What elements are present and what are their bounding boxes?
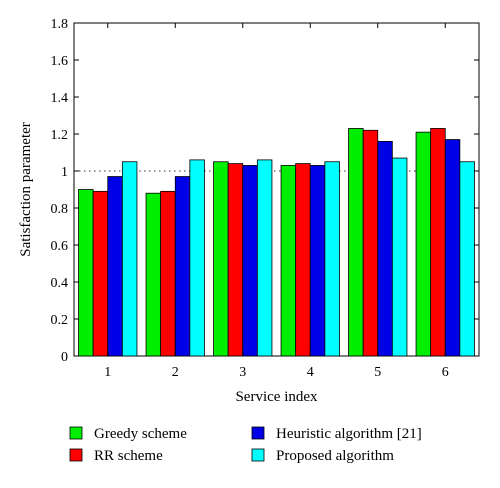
bar xyxy=(227,163,244,357)
x-tick-label: 2 xyxy=(172,365,179,380)
x-tick-label: 3 xyxy=(239,365,246,380)
bar xyxy=(92,190,109,357)
x-tick-label: 1 xyxy=(104,365,111,380)
y-tick-label: 0.8 xyxy=(51,202,69,217)
bar xyxy=(415,131,432,357)
y-axis-label: Satisfaction parameter xyxy=(18,122,34,257)
y-tick-label: 0 xyxy=(61,350,68,365)
bar xyxy=(121,161,138,357)
bar xyxy=(256,159,273,357)
bar xyxy=(324,161,340,357)
bar xyxy=(280,165,297,357)
bar xyxy=(174,176,191,357)
legend: Greedy scheme RR scheme Heuristic algorith… xyxy=(69,426,422,464)
x-axis-ticks: 1 2 3 4 5 6 xyxy=(104,23,449,380)
y-tick-label: 0.2 xyxy=(51,313,69,328)
legend-swatch xyxy=(251,426,265,440)
bar xyxy=(295,163,311,357)
legend-label: Greedy scheme xyxy=(94,426,187,442)
x-tick-label: 5 xyxy=(374,365,381,380)
bar xyxy=(391,157,408,357)
bar xyxy=(242,165,258,357)
legend-label: Proposed algorithm xyxy=(276,448,394,464)
y-tick-label: 1.6 xyxy=(51,54,69,69)
y-tick-label: 1.2 xyxy=(51,128,69,143)
legend-swatch xyxy=(251,448,265,462)
y-tick-label: 1 xyxy=(61,165,68,180)
bar xyxy=(362,129,379,357)
bar xyxy=(145,192,162,357)
y-tick-label: 1.8 xyxy=(51,17,69,32)
y-tick-label: 0.4 xyxy=(51,276,69,291)
y-axis-ticks: 0 0.2 0.4 0.6 0.8 1 1.2 1.4 1.6 1.8 xyxy=(51,17,479,365)
x-tick-label: 6 xyxy=(442,365,449,380)
y-tick-label: 1.4 xyxy=(51,91,69,106)
legend-label: RR scheme xyxy=(94,448,163,464)
legend-swatch xyxy=(69,426,83,440)
bar xyxy=(107,176,123,357)
bar xyxy=(78,189,94,357)
bar xyxy=(444,139,461,357)
bar xyxy=(213,161,229,357)
bar xyxy=(160,190,176,357)
legend-label: Heuristic algorithm [21] xyxy=(276,426,422,442)
bars xyxy=(78,128,475,357)
bar xyxy=(430,128,446,357)
legend-swatch xyxy=(69,448,83,462)
bar xyxy=(189,159,205,357)
y-tick-label: 0.6 xyxy=(51,239,69,254)
bar xyxy=(309,165,326,357)
bar xyxy=(348,128,364,357)
bar xyxy=(377,140,393,357)
x-axis-label: Service index xyxy=(235,389,318,405)
plot-frame xyxy=(73,22,480,357)
plot-area xyxy=(73,22,480,357)
x-tick-label: 4 xyxy=(307,365,314,380)
bar xyxy=(459,161,475,357)
